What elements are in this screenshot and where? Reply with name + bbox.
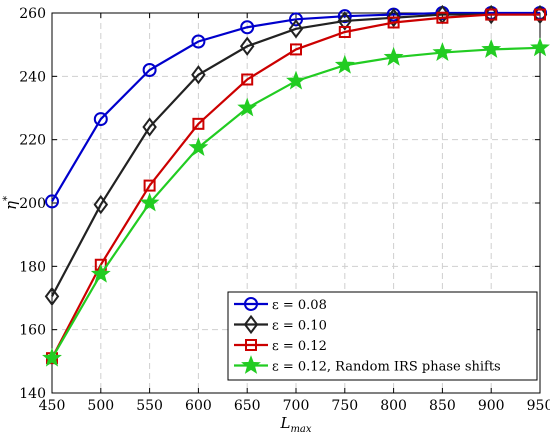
x-tick-label: 600 [185,398,212,414]
x-tick-label: 700 [283,398,310,414]
series-4-point [190,139,207,155]
y-tick-label: 220 [19,133,46,149]
legend-label: ε = 0.10 [272,319,327,334]
y-tick-label: 180 [19,259,46,275]
legend: ε = 0.08 ε = 0.10 ε = 0.12 ε = 0.12, Random… [228,292,537,380]
x-tick-label: 850 [429,398,456,414]
y-tick-label: 200 [19,196,46,212]
y-tick-label: 160 [19,323,46,339]
y-axis-label: η* [2,196,20,210]
series-4-point [336,56,353,72]
series-4-point [385,48,402,64]
x-tick-label: 500 [87,398,114,414]
legend-label: ε = 0.12, Random IRS phase shifts [272,360,501,375]
legend-label: ε = 0.08 [272,298,327,313]
legend-label: ε = 0.12 [272,339,327,354]
x-tick-label: 900 [478,398,505,414]
y-tick-label: 140 [19,386,46,402]
y-tick-label: 260 [19,6,46,22]
x-tick-label: 550 [136,398,163,414]
x-tick-label: 750 [331,398,358,414]
y-tick-label: 240 [19,69,46,85]
x-tick-label: 650 [234,398,261,414]
x-axis-label: Lmax [279,414,311,435]
x-tick-label: 950 [527,398,550,414]
x-tick-label: 800 [380,398,407,414]
